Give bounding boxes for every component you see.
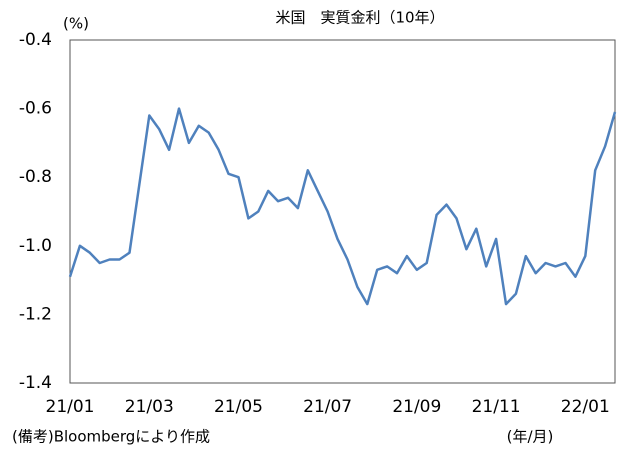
note: (備考)Bloombergにより作成 bbox=[12, 428, 210, 446]
y-tick-label: -1.4 bbox=[19, 373, 52, 393]
plot-frame bbox=[69, 39, 616, 384]
x-tick-label: 21/09 bbox=[392, 397, 441, 417]
y-tick-label: -0.8 bbox=[19, 167, 52, 187]
line-series bbox=[68, 107, 617, 306]
y-tick-label: -0.6 bbox=[19, 99, 52, 119]
y-tick-label: -1.0 bbox=[19, 236, 52, 256]
x-tick-label: 21/05 bbox=[214, 397, 263, 417]
x-tick-label: 22/01 bbox=[561, 397, 610, 417]
y-axis-unit: (%) bbox=[63, 15, 89, 33]
x-tick-label: 21/03 bbox=[125, 397, 174, 417]
x-tick-label: 21/07 bbox=[303, 397, 352, 417]
y-tick-label: -1.2 bbox=[19, 304, 52, 324]
x-axis-unit: (年/月) bbox=[507, 428, 554, 446]
chart-title: 米国 実質金利（10年） bbox=[275, 9, 444, 27]
y-tick-label: -0.4 bbox=[19, 30, 52, 50]
x-tick-label: 21/01 bbox=[46, 397, 95, 417]
x-tick-label: 21/11 bbox=[472, 397, 521, 417]
